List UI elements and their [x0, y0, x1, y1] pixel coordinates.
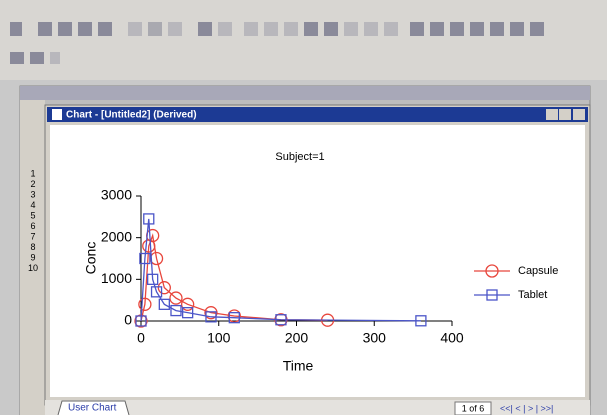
maximize[interactable] [559, 109, 571, 120]
y-tick-label: 0 [124, 312, 132, 328]
row-number: 7 [30, 231, 35, 241]
plot-background [50, 125, 585, 397]
window-title: Chart - [Untitled2] (Derived) [66, 110, 197, 121]
app-view: 12345678910 Chart - [Untitled2] (Derived… [0, 0, 607, 415]
legend-label: Capsule [518, 265, 558, 277]
row-number: 8 [30, 242, 35, 252]
y-axis-label: Conc [83, 242, 99, 275]
page-nav[interactable]: <<| < | > | >>| [500, 403, 553, 413]
row-number: 2 [30, 179, 35, 189]
x-tick-label: 100 [207, 330, 231, 346]
x-axis-label: Time [283, 358, 314, 374]
y-tick-label: 2000 [101, 228, 132, 244]
window-buttons[interactable] [546, 109, 585, 120]
row-number: 5 [30, 210, 35, 220]
x-tick-label: 400 [440, 330, 464, 346]
legend-label: Tablet [518, 289, 547, 301]
page-label: 1 of 6 [462, 403, 485, 413]
back-window-titlebar [20, 86, 590, 100]
row-number: 1 [30, 168, 35, 178]
row-number: 9 [30, 252, 35, 262]
y-tick-label: 1000 [101, 270, 132, 286]
row-number: 3 [30, 189, 35, 199]
row-number: 10 [28, 263, 38, 273]
y-tick-label: 3000 [101, 187, 132, 203]
tab-label[interactable]: User Chart [68, 403, 117, 414]
window-icon [52, 109, 62, 120]
row-number: 4 [30, 200, 35, 210]
screen: 12345678910 Chart - [Untitled2] (Derived… [0, 0, 607, 415]
minimize[interactable] [546, 109, 558, 120]
row-number: 6 [30, 221, 35, 231]
chart-title: Subject=1 [275, 151, 324, 163]
x-tick-label: 200 [285, 330, 309, 346]
close[interactable] [573, 109, 585, 120]
toolbar [0, 0, 607, 80]
x-tick-label: 300 [363, 330, 387, 346]
x-tick-label: 0 [137, 330, 145, 346]
